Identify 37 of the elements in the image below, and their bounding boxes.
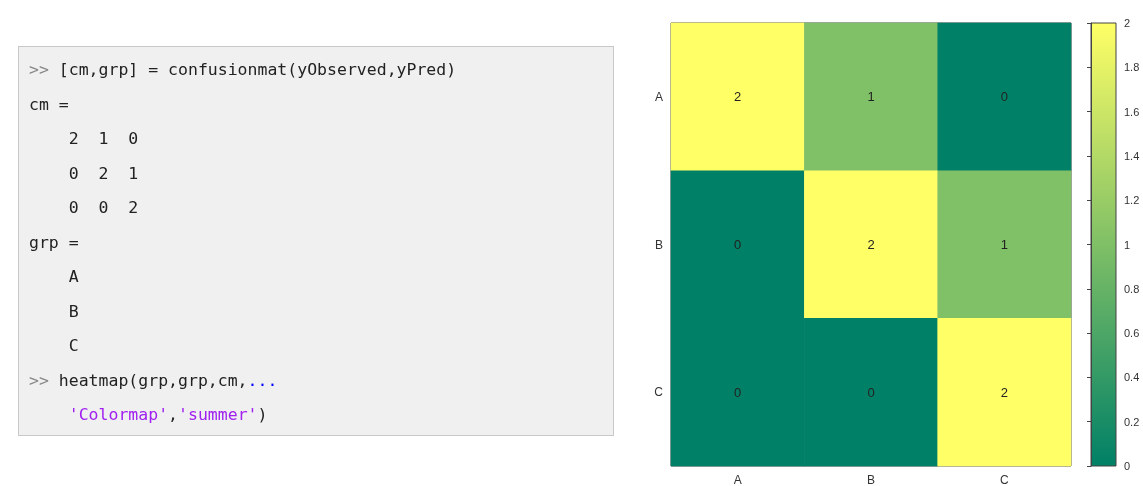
x-tick-label: C [1000, 473, 1009, 486]
color-bar-label: 0.2 [1124, 415, 1140, 428]
color-bar-label: 1.4 [1124, 149, 1140, 162]
color-bar-label: 1 [1124, 238, 1131, 251]
text: C [67, 336, 79, 355]
y-tick-label: C [654, 385, 664, 400]
text: >> heatmap(grp,grp,cm,... [29, 370, 278, 390]
data-label: 0 [734, 384, 742, 400]
text: B [67, 301, 79, 321]
text: 2 1 0 [67, 129, 139, 148]
text: 0 0 2 [67, 198, 139, 217]
data-label: 1 [1000, 237, 1008, 252]
data-label: 2 [867, 237, 875, 252]
x-tick-label: B [866, 473, 876, 486]
data-label: 0 [734, 237, 742, 252]
color-bar-label: 0 [1124, 460, 1131, 472]
color-bar-label: 1.6 [1124, 105, 1140, 118]
text: >> [cm,grp] = confusionmat(yObserved,yPred) [29, 60, 457, 79]
y-tick-label: A [654, 89, 663, 104]
x-tick-label: A [733, 473, 742, 486]
color-bar-label: 1.2 [1124, 194, 1140, 207]
text: cm = [29, 94, 69, 114]
data-label: 0 [1000, 89, 1008, 105]
color-bar-label: 0.4 [1124, 371, 1140, 384]
data-label: 0 [867, 384, 875, 400]
color-bar-label: 1.8 [1124, 61, 1140, 74]
y-tick-label: B [654, 237, 663, 252]
data-label: 2 [1000, 384, 1008, 400]
text: 'Colormap','summer') [68, 405, 268, 424]
color-bar-label: 2 [1124, 17, 1131, 29]
text: grp = [29, 232, 79, 252]
data-label: 1 [867, 89, 875, 105]
data-label: 2 [734, 89, 742, 105]
text: 0 2 1 [67, 163, 139, 183]
color-bar-label: 0.6 [1124, 327, 1140, 340]
color-bar-label: 0.8 [1124, 282, 1140, 295]
text: A [67, 267, 79, 286]
